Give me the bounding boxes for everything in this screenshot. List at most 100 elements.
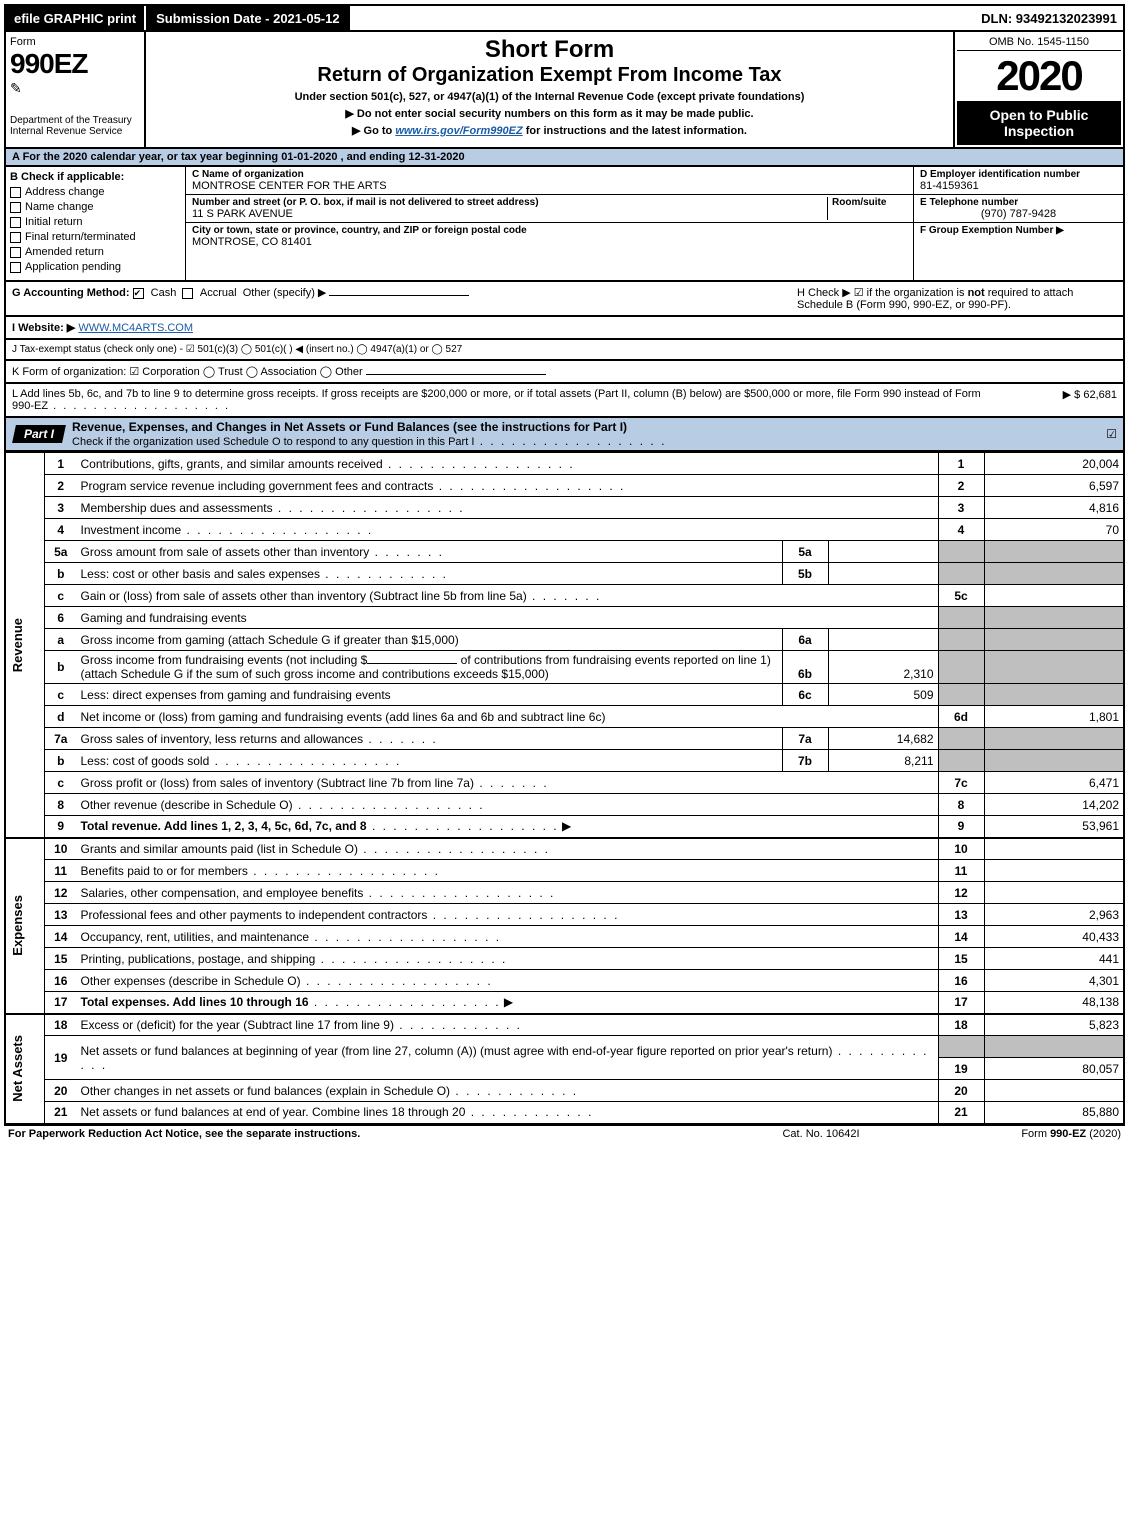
line-3-numcol: 3 xyxy=(938,497,984,519)
chk-initial-return-label: Initial return xyxy=(25,216,82,228)
line-19-numcol: 19 xyxy=(938,1058,984,1080)
chk-address-change[interactable]: Address change xyxy=(10,186,181,198)
line-11-numcol: 11 xyxy=(938,860,984,882)
line-10-numcol: 10 xyxy=(938,838,984,860)
goto-suffix: for instructions and the latest informat… xyxy=(523,125,747,137)
irs-link[interactable]: www.irs.gov/Form990EZ xyxy=(395,125,522,137)
line-7b-amount-grey xyxy=(984,750,1124,772)
line-16-amount: 4,301 xyxy=(984,970,1124,992)
dept-treasury: Department of the Treasury xyxy=(10,115,140,126)
section-b: B Check if applicable: Address change Na… xyxy=(6,167,186,280)
section-gh: G Accounting Method: Cash Accrual Other … xyxy=(4,282,1125,317)
city-label: City or town, state or province, country… xyxy=(192,225,907,236)
line-10-desc: Grants and similar amounts paid (list in… xyxy=(81,842,358,856)
line-10-amount xyxy=(984,838,1124,860)
top-nav-bar: efile GRAPHIC print Submission Date - 20… xyxy=(4,4,1125,32)
line-5a-desc: Gross amount from sale of assets other t… xyxy=(81,545,370,559)
line-5c-num: c xyxy=(45,585,77,607)
line-2-num: 2 xyxy=(45,475,77,497)
part-i-table: Revenue 1 Contributions, gifts, grants, … xyxy=(4,452,1125,1125)
section-c: C Name of organization MONTROSE CENTER F… xyxy=(186,167,913,280)
line-4-amount: 70 xyxy=(984,519,1124,541)
line-6a-numcol-grey xyxy=(938,629,984,651)
chk-amended-return[interactable]: Amended return xyxy=(10,246,181,258)
line-7c-num: c xyxy=(45,772,77,794)
footer-catno: Cat. No. 10642I xyxy=(721,1128,921,1140)
line-6a-subval xyxy=(828,629,938,651)
line-19-amount-grey xyxy=(984,1036,1124,1058)
line-5c-desc: Gain or (loss) from sale of assets other… xyxy=(81,589,527,603)
chk-final-return[interactable]: Final return/terminated xyxy=(10,231,181,243)
line-6a-subnum: 6a xyxy=(782,629,828,651)
line-2-desc: Program service revenue including govern… xyxy=(81,479,434,493)
chk-name-change[interactable]: Name change xyxy=(10,201,181,213)
line-7b-numcol-grey xyxy=(938,750,984,772)
form-id-block: Form 990EZ ✎ Department of the Treasury … xyxy=(6,32,146,147)
chk-initial-return[interactable]: Initial return xyxy=(10,216,181,228)
ssn-warning: ▶ Do not enter social security numbers o… xyxy=(154,107,945,120)
line-14-amount: 40,433 xyxy=(984,926,1124,948)
line-6a-num: a xyxy=(45,629,77,651)
section-l-text: L Add lines 5b, 6c, and 7b to line 9 to … xyxy=(12,388,997,412)
page-footer: For Paperwork Reduction Act Notice, see … xyxy=(4,1125,1125,1142)
website-link[interactable]: WWW.MC4ARTS.COM xyxy=(78,322,193,334)
line-13-num: 13 xyxy=(45,904,77,926)
subtitle: Under section 501(c), 527, or 4947(a)(1)… xyxy=(154,91,945,103)
line-9-numcol: 9 xyxy=(938,816,984,838)
efile-print-button[interactable]: efile GRAPHIC print xyxy=(6,6,146,30)
omb-number: OMB No. 1545-1150 xyxy=(957,34,1121,51)
line-5a-numcol-grey xyxy=(938,541,984,563)
group-exemption-label: F Group Exemption Number ▶ xyxy=(920,225,1117,236)
line-20-amount xyxy=(984,1080,1124,1102)
other-specify-input[interactable] xyxy=(329,295,469,296)
line-5b-num: b xyxy=(45,563,77,585)
line-6c-amount-grey xyxy=(984,684,1124,706)
line-21-desc: Net assets or fund balances at end of ye… xyxy=(81,1105,466,1119)
line-1-numcol: 1 xyxy=(938,453,984,475)
line-6c-subval: 509 xyxy=(828,684,938,706)
line-7b-num: b xyxy=(45,750,77,772)
line-9-desc: Total revenue. Add lines 1, 2, 3, 4, 5c,… xyxy=(81,819,367,833)
line-6-desc: Gaming and fundraising events xyxy=(77,607,939,629)
line-7b-desc: Less: cost of goods sold xyxy=(81,754,210,768)
chk-application-pending[interactable]: Application pending xyxy=(10,261,181,273)
form-number: 990EZ xyxy=(10,48,140,80)
irs-label: Internal Revenue Service xyxy=(10,126,140,137)
line-17-desc: Total expenses. Add lines 10 through 16 xyxy=(81,995,309,1009)
chk-accrual[interactable] xyxy=(182,288,193,299)
ein-value: 81-4159361 xyxy=(920,180,1117,192)
accounting-method-label: G Accounting Method: xyxy=(12,287,130,299)
public-inspection-badge: Open to Public Inspection xyxy=(957,101,1121,145)
line-6b-numcol-grey xyxy=(938,651,984,684)
line-14-num: 14 xyxy=(45,926,77,948)
line-9-num: 9 xyxy=(45,816,77,838)
line-18-desc: Excess or (deficit) for the year (Subtra… xyxy=(81,1018,394,1032)
line-6b-amount-grey xyxy=(984,651,1124,684)
line-9-amount: 53,961 xyxy=(984,816,1124,838)
line-2-numcol: 2 xyxy=(938,475,984,497)
revenue-side-label: Revenue xyxy=(5,453,45,838)
short-form-title: Short Form xyxy=(154,36,945,64)
chk-cash[interactable] xyxy=(133,288,144,299)
street-value: 11 S PARK AVENUE xyxy=(192,208,827,220)
part-i-title: Revenue, Expenses, and Changes in Net As… xyxy=(72,418,1106,450)
line-21-numcol: 21 xyxy=(938,1102,984,1124)
line-5c-numcol: 5c xyxy=(938,585,984,607)
form-title-block: Short Form Return of Organization Exempt… xyxy=(146,32,953,147)
chk-application-pending-label: Application pending xyxy=(25,261,121,273)
goto-prefix: ▶ Go to xyxy=(352,125,395,137)
part-i-schedule-o-checkbox[interactable]: ☑ xyxy=(1106,427,1123,441)
other-org-input[interactable] xyxy=(366,374,546,375)
room-label: Room/suite xyxy=(832,197,907,208)
line-6b-contrib-input[interactable] xyxy=(367,663,457,664)
line-6-numcol-grey xyxy=(938,607,984,629)
line-3-desc: Membership dues and assessments xyxy=(81,501,273,515)
omb-year-block: OMB No. 1545-1150 2020 Open to Public In… xyxy=(953,32,1123,147)
line-21-num: 21 xyxy=(45,1102,77,1124)
org-info-block: B Check if applicable: Address change Na… xyxy=(4,167,1125,282)
line-12-num: 12 xyxy=(45,882,77,904)
line-4-num: 4 xyxy=(45,519,77,541)
line-14-numcol: 14 xyxy=(938,926,984,948)
footer-formref: Form 990-EZ (2020) xyxy=(921,1128,1121,1140)
line-6b-subnum: 6b xyxy=(782,651,828,684)
